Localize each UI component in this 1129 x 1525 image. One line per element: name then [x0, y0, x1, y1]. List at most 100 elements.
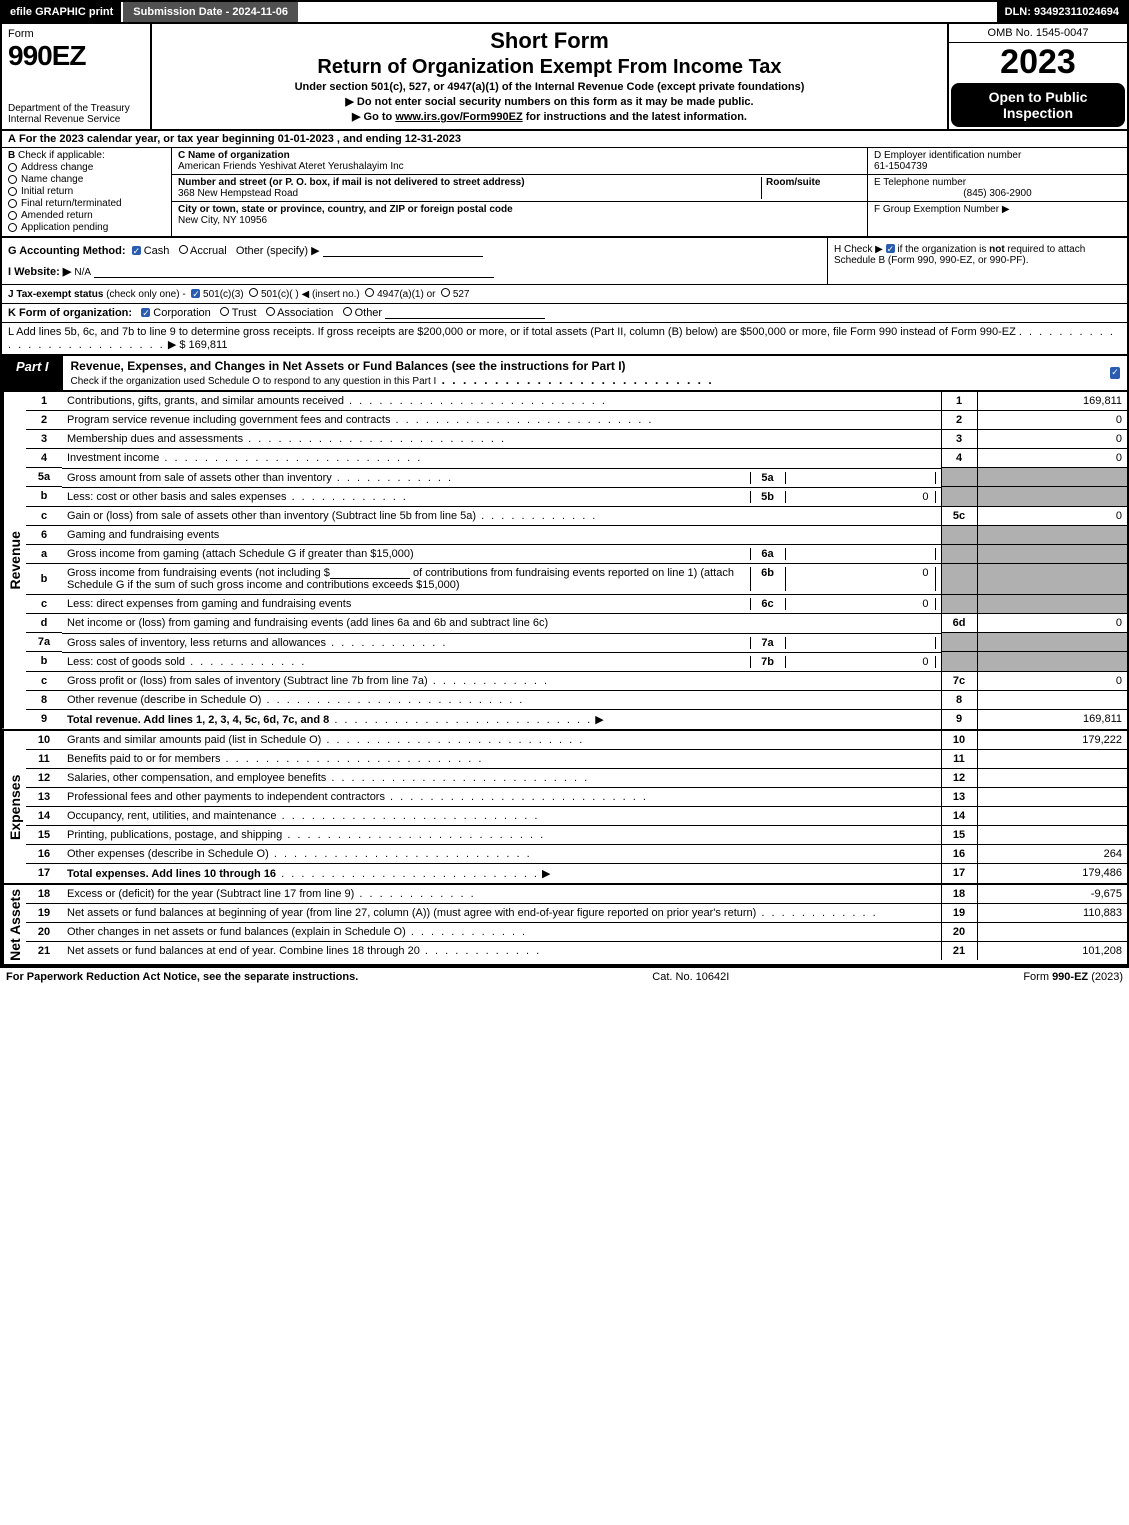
short-form-title: Short Form — [490, 28, 609, 54]
line-12: 12Salaries, other compensation, and empl… — [26, 768, 1127, 787]
line-6b-contrib-input[interactable] — [330, 567, 410, 579]
line-9-value: 169,811 — [977, 709, 1127, 729]
row-gh: G Accounting Method: Cash Accrual Other … — [2, 238, 1127, 285]
line-6b: bGross income from fundraising events (n… — [26, 563, 1127, 594]
line-20-value — [977, 922, 1127, 941]
checkbox-schedule-b[interactable] — [886, 244, 895, 253]
line-6a: aGross income from gaming (attach Schedu… — [26, 544, 1127, 563]
checkbox-name-change[interactable] — [8, 175, 17, 184]
website-input[interactable] — [94, 266, 494, 278]
expenses-section: Expenses 10Grants and similar amounts pa… — [2, 731, 1127, 885]
line-6d-value: 0 — [977, 614, 1127, 633]
tax-year: 2023 — [949, 43, 1127, 81]
row-k-org-form: K Form of organization: Corporation Trus… — [2, 304, 1127, 323]
checkbox-association[interactable] — [266, 307, 275, 316]
dln-label: DLN: 93492311024694 — [997, 2, 1127, 22]
line-7b: bLess: cost of goods sold7b0 — [26, 652, 1127, 672]
expenses-table: 10Grants and similar amounts paid (list … — [26, 731, 1127, 883]
checkbox-amended-return[interactable] — [8, 211, 17, 220]
row-l-gross-receipts: L Add lines 5b, 6c, and 7b to line 9 to … — [2, 323, 1127, 354]
instruction-2: ▶ Go to www.irs.gov/Form990EZ for instru… — [352, 110, 747, 123]
other-org-input[interactable] — [385, 307, 545, 319]
checkbox-address-change[interactable] — [8, 163, 17, 172]
group-exemption-arrow: ▶ — [1002, 204, 1010, 215]
checkbox-final-return[interactable] — [8, 199, 17, 208]
checkbox-527[interactable] — [441, 288, 450, 297]
row-h-schedule-b: H Check ▶ if the organization is not req… — [827, 238, 1127, 284]
checkbox-4947[interactable] — [365, 288, 374, 297]
line-21-value: 101,208 — [977, 941, 1127, 960]
line-8-value — [977, 690, 1127, 709]
checkbox-corporation[interactable] — [141, 308, 150, 317]
checkbox-schedule-o-part-i[interactable] — [1110, 367, 1120, 379]
line-6: 6Gaming and fundraising events — [26, 525, 1127, 544]
net-assets-tab: Net Assets — [2, 885, 26, 965]
line-13: 13Professional fees and other payments t… — [26, 787, 1127, 806]
org-name-label: C Name of organization — [178, 150, 861, 161]
line-5c-value: 0 — [977, 506, 1127, 525]
line-3-value: 0 — [977, 430, 1127, 449]
group-exemption-label: F Group Exemption Number — [874, 204, 999, 215]
other-method-input[interactable] — [323, 245, 483, 257]
line-11: 11Benefits paid to or for members11 — [26, 749, 1127, 768]
part-i-tag: Part I — [2, 356, 63, 390]
ein-value: 61-1504739 — [874, 161, 1121, 172]
checkbox-application-pending[interactable] — [8, 223, 17, 232]
submission-date-button[interactable]: Submission Date - 2024-11-06 — [121, 2, 298, 22]
line-8: 8Other revenue (describe in Schedule O)8 — [26, 690, 1127, 709]
checkbox-other-org[interactable] — [343, 307, 352, 316]
line-2-value: 0 — [977, 411, 1127, 430]
line-4-value: 0 — [977, 449, 1127, 468]
line-20: 20Other changes in net assets or fund ba… — [26, 922, 1127, 941]
form-number: 990EZ — [8, 40, 144, 72]
box-b: B Check if applicable: Address change Na… — [2, 148, 172, 236]
checkbox-initial-return[interactable] — [8, 187, 17, 196]
page-footer: For Paperwork Reduction Act Notice, see … — [0, 968, 1129, 986]
line-13-value — [977, 787, 1127, 806]
omb-number: OMB No. 1545-0047 — [949, 24, 1127, 43]
checkbox-cash[interactable] — [132, 246, 141, 255]
line-18: 18Excess or (deficit) for the year (Subt… — [26, 885, 1127, 904]
line-5a: 5aGross amount from sale of assets other… — [26, 468, 1127, 487]
irs-link[interactable]: www.irs.gov/Form990EZ — [395, 111, 522, 123]
gross-receipts-value: 169,811 — [189, 339, 228, 351]
line-7c-value: 0 — [977, 671, 1127, 690]
checkbox-trust[interactable] — [220, 307, 229, 316]
efile-print-button[interactable]: efile GRAPHIC print — [2, 2, 121, 22]
line-1: 1Contributions, gifts, grants, and simil… — [26, 392, 1127, 411]
under-section-text: Under section 501(c), 527, or 4947(a)(1)… — [295, 81, 805, 93]
org-info-grid: B Check if applicable: Address change Na… — [2, 148, 1127, 238]
row-i-website-label: I Website: ▶ — [8, 266, 71, 278]
line-7a: 7aGross sales of inventory, less returns… — [26, 633, 1127, 652]
form-id-footer: Form 990-EZ (2023) — [1023, 971, 1123, 983]
line-6a-value — [786, 548, 936, 560]
box-c: C Name of organization American Friends … — [172, 148, 867, 236]
city-value: New City, NY 10956 — [178, 215, 861, 226]
form-title-block: Short Form Return of Organization Exempt… — [152, 24, 947, 129]
line-21: 21Net assets or fund balances at end of … — [26, 941, 1127, 960]
line-17-value: 179,486 — [977, 863, 1127, 883]
line-5b: bLess: cost or other basis and sales exp… — [26, 487, 1127, 507]
open-public-badge: Open to Public Inspection — [951, 83, 1125, 127]
line-5a-value — [786, 472, 936, 484]
form-word: Form — [8, 28, 144, 40]
expenses-tab: Expenses — [2, 731, 26, 883]
line-10-value: 179,222 — [977, 731, 1127, 750]
revenue-tab: Revenue — [2, 392, 26, 729]
line-1-value: 169,811 — [977, 392, 1127, 411]
line-12-value — [977, 768, 1127, 787]
revenue-section: Revenue 1Contributions, gifts, grants, a… — [2, 392, 1127, 731]
return-title: Return of Organization Exempt From Incom… — [317, 56, 781, 79]
street-value: 368 New Hempstead Road — [178, 188, 761, 199]
checkbox-accrual[interactable] — [179, 245, 188, 254]
part-i-title: Revenue, Expenses, and Changes in Net As… — [63, 356, 1103, 390]
website-value: N/A — [74, 267, 91, 278]
row-g-accounting: G Accounting Method: Cash Accrual Other … — [2, 238, 827, 284]
org-name-value: American Friends Yeshivat Ateret Yerusha… — [178, 161, 861, 172]
line-11-value — [977, 749, 1127, 768]
line-6c: cLess: direct expenses from gaming and f… — [26, 594, 1127, 614]
checkbox-501c[interactable] — [249, 288, 258, 297]
line-5b-value: 0 — [786, 491, 936, 503]
row-j-tax-exempt: J Tax-exempt status (check only one) - 5… — [2, 285, 1127, 304]
checkbox-501c3[interactable] — [191, 289, 200, 298]
